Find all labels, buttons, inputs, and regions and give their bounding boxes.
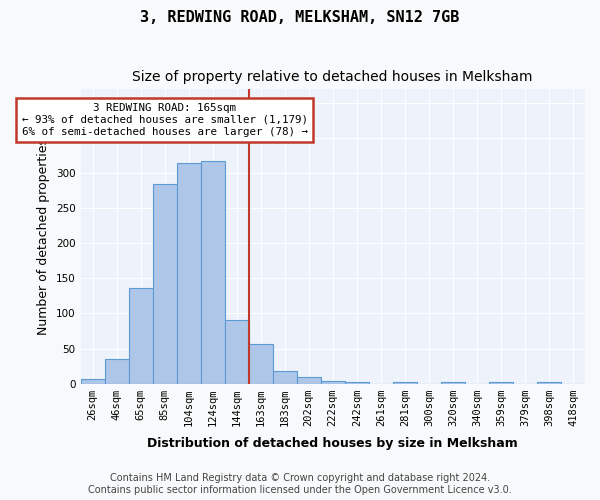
- Bar: [80, 378, 104, 384]
- Bar: [176, 163, 200, 384]
- X-axis label: Distribution of detached houses by size in Melksham: Distribution of detached houses by size …: [148, 437, 518, 450]
- Bar: [152, 184, 176, 384]
- Title: Size of property relative to detached houses in Melksham: Size of property relative to detached ho…: [133, 70, 533, 84]
- Text: Contains HM Land Registry data © Crown copyright and database right 2024.
Contai: Contains HM Land Registry data © Crown c…: [88, 474, 512, 495]
- Y-axis label: Number of detached properties: Number of detached properties: [37, 138, 50, 335]
- Bar: [200, 161, 224, 384]
- Bar: [272, 371, 297, 384]
- Bar: [441, 382, 465, 384]
- Text: 3 REDWING ROAD: 165sqm
← 93% of detached houses are smaller (1,179)
6% of semi-d: 3 REDWING ROAD: 165sqm ← 93% of detached…: [22, 104, 308, 136]
- Bar: [393, 382, 417, 384]
- Bar: [345, 382, 369, 384]
- Bar: [224, 320, 248, 384]
- Bar: [104, 359, 128, 384]
- Bar: [489, 382, 513, 384]
- Text: 3, REDWING ROAD, MELKSHAM, SN12 7GB: 3, REDWING ROAD, MELKSHAM, SN12 7GB: [140, 10, 460, 25]
- Bar: [537, 382, 561, 384]
- Bar: [248, 344, 272, 384]
- Bar: [321, 382, 345, 384]
- Bar: [297, 376, 321, 384]
- Bar: [128, 288, 152, 384]
